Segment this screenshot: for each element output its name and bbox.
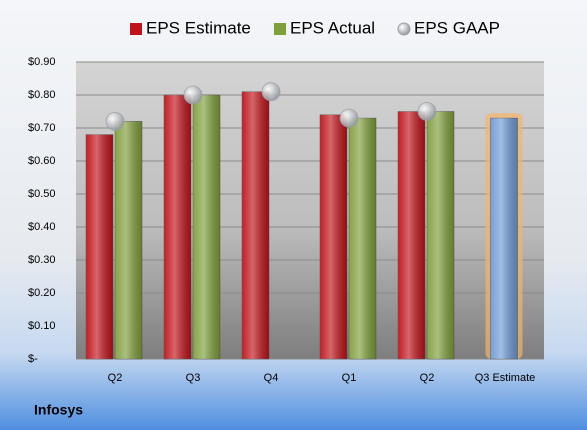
x-tick-label: Q3 — [186, 372, 201, 384]
y-tick-label: $0.60 — [28, 155, 56, 167]
legend-marker — [274, 23, 286, 35]
footer: Infosys — [34, 402, 83, 418]
x-tick-label: Q2 — [108, 372, 123, 384]
y-tick-label: $0.70 — [28, 122, 56, 134]
highlight-bar — [490, 117, 518, 360]
bar — [114, 121, 143, 360]
y-tick-label: $0.10 — [28, 320, 56, 332]
gaap-marker — [417, 102, 437, 121]
y-tick-label: $- — [28, 353, 38, 365]
bar — [163, 94, 192, 360]
bar — [426, 111, 455, 360]
y-tick-label: $0.20 — [28, 287, 56, 299]
bar — [85, 134, 114, 360]
y-tick-label: $0.90 — [28, 56, 56, 68]
legend-marker — [130, 23, 142, 35]
y-tick-label: $0.30 — [28, 254, 56, 266]
plot-area — [76, 62, 544, 359]
x-tick-label: Q1 — [342, 372, 357, 384]
bar — [192, 94, 221, 360]
bar — [319, 114, 348, 360]
bar — [348, 117, 377, 360]
legend-label: EPS Actual — [290, 18, 375, 37]
gaap-marker — [339, 108, 359, 128]
x-tick-label: Q4 — [264, 372, 279, 384]
bar — [397, 111, 426, 360]
y-tick-label: $0.40 — [28, 221, 56, 233]
legend-marker — [397, 22, 411, 36]
y-tick-label: $0.50 — [28, 188, 56, 200]
y-tick-label: $0.80 — [28, 89, 56, 101]
legend-label: EPS GAAP — [414, 18, 500, 37]
gaap-marker — [183, 85, 203, 105]
gaap-marker — [261, 82, 281, 102]
bar — [241, 91, 270, 360]
legend-label: EPS Estimate — [146, 18, 251, 37]
x-tick-label: Q3 Estimate — [475, 372, 536, 384]
x-tick-label: Q2 — [420, 372, 435, 384]
gaap-marker — [105, 112, 125, 131]
